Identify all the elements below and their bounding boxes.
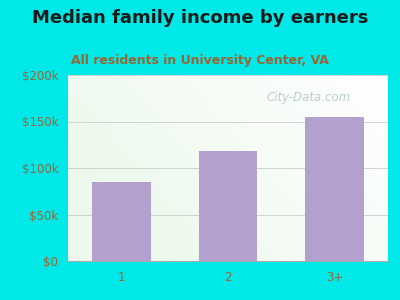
Text: City-Data.com: City-Data.com xyxy=(266,91,350,104)
Text: All residents in University Center, VA: All residents in University Center, VA xyxy=(71,54,329,67)
Bar xyxy=(199,151,257,261)
Text: Median family income by earners: Median family income by earners xyxy=(32,9,368,27)
Bar xyxy=(92,182,151,261)
Bar xyxy=(305,117,364,261)
